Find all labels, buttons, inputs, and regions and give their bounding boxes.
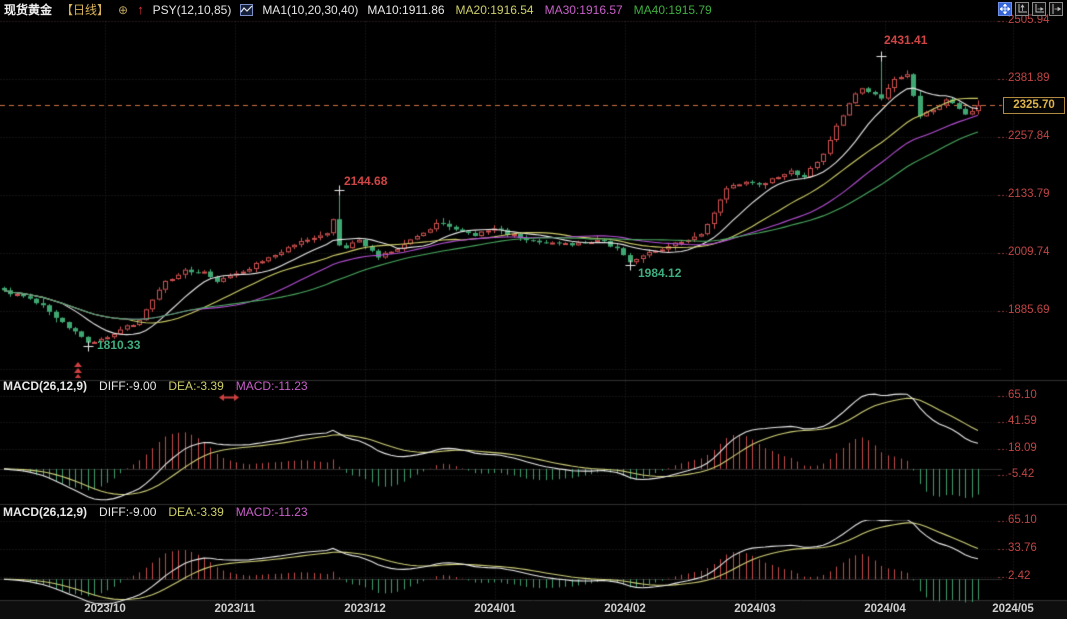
macd2-diff-value: DIFF:-9.00: [99, 505, 157, 519]
macd1-axis-label: -5.42: [1008, 467, 1035, 480]
date-label: 2024/04: [864, 603, 906, 615]
macd1-axis-label: 18.09: [1008, 441, 1037, 454]
trend-up-arrow-icon: ↑: [137, 2, 144, 17]
macd1-title[interactable]: MACD(26,12,9): [3, 379, 88, 393]
macd2-macd-value: MACD:-11.23: [235, 505, 308, 519]
price-axis-label: 2257.84: [1008, 129, 1050, 142]
psy-indicator-label: PSY(12,10,85): [152, 2, 232, 17]
macd2-axis-label: 65.10: [1008, 514, 1037, 527]
annotation-high: 2144.68: [344, 174, 388, 188]
date-label: 2024/03: [734, 603, 776, 615]
date-label: 2023/12: [344, 603, 386, 615]
expand-circle-icon[interactable]: ⊕: [118, 2, 129, 17]
price-axis-label: 2133.79: [1008, 187, 1050, 200]
chart-header: 现货黄金 【日线】 ⊕ ↑ PSY(12,10,85) MA1(10,20,30…: [0, 0, 1067, 19]
price-axis-label: 1885.69: [1008, 303, 1050, 316]
macd1-macd-value: MACD:-11.23: [235, 379, 308, 393]
ma20-value: MA20:1916.54: [455, 2, 534, 17]
annotation-low: 1810.33: [97, 338, 141, 352]
x-axis-scale-icon[interactable]: [1032, 2, 1046, 16]
y-axis-scale-icon[interactable]: [1015, 2, 1029, 16]
pan-right-icon[interactable]: [1049, 2, 1063, 16]
current-price-badge: 2325.70: [1003, 97, 1065, 115]
macd2-dea-value: DEA:-3.39: [168, 505, 224, 519]
macd1-axis-label: 65.10: [1008, 388, 1037, 401]
price-axis-label: 2505.94: [1008, 14, 1050, 26]
date-label: 2024/02: [604, 603, 646, 615]
price-axis-label: 2009.74: [1008, 245, 1050, 258]
indicator-icon[interactable]: [240, 3, 254, 16]
macd1-axis-label: 41.59: [1008, 415, 1037, 428]
price-axis-label: 2381.89: [1008, 71, 1050, 84]
date-label: 2023/11: [214, 603, 256, 615]
ma-values-list: MA10:1911.86 MA20:1916.54 MA30:1916.57 MA40…: [367, 3, 711, 17]
pan-icon[interactable]: [998, 2, 1012, 16]
chart-toolbar: [998, 2, 1063, 16]
annotation-high: 2431.41: [884, 33, 928, 47]
ma-group-label: MA1(10,20,30,40): [262, 2, 359, 17]
symbol-title: 现货黄金: [4, 3, 53, 17]
macd1-dea-value: DEA:-3.39: [168, 379, 224, 393]
ma10-value: MA10:1911.86: [367, 2, 445, 17]
macd2-axis-label: 33.76: [1008, 542, 1037, 555]
ma30-value: MA30:1916.57: [544, 2, 623, 17]
date-axis: 2023/10 2023/11 2023/12 2024/01 2024/02 2024/…: [0, 601, 1067, 619]
annotation-low: 1984.12: [638, 266, 682, 280]
macd1-label-row: MACD(26,12,9) DIFF:-9.00 DEA:-3.39 MACD:…: [3, 379, 308, 393]
macd2-title[interactable]: MACD(26,12,9): [3, 505, 88, 519]
date-label: 2023/10: [84, 603, 126, 615]
date-label: 2024/01: [474, 603, 516, 615]
date-label: 2024/05: [992, 603, 1034, 615]
period-label[interactable]: 【日线】: [61, 3, 110, 17]
ma40-value: MA40:1915.79: [633, 2, 712, 17]
macd1-diff-value: DIFF:-9.00: [99, 379, 157, 393]
macd2-label-row: MACD(26,12,9) DIFF:-9.00 DEA:-3.39 MACD:…: [3, 505, 308, 519]
macd2-axis-label: 2.42: [1008, 570, 1031, 583]
